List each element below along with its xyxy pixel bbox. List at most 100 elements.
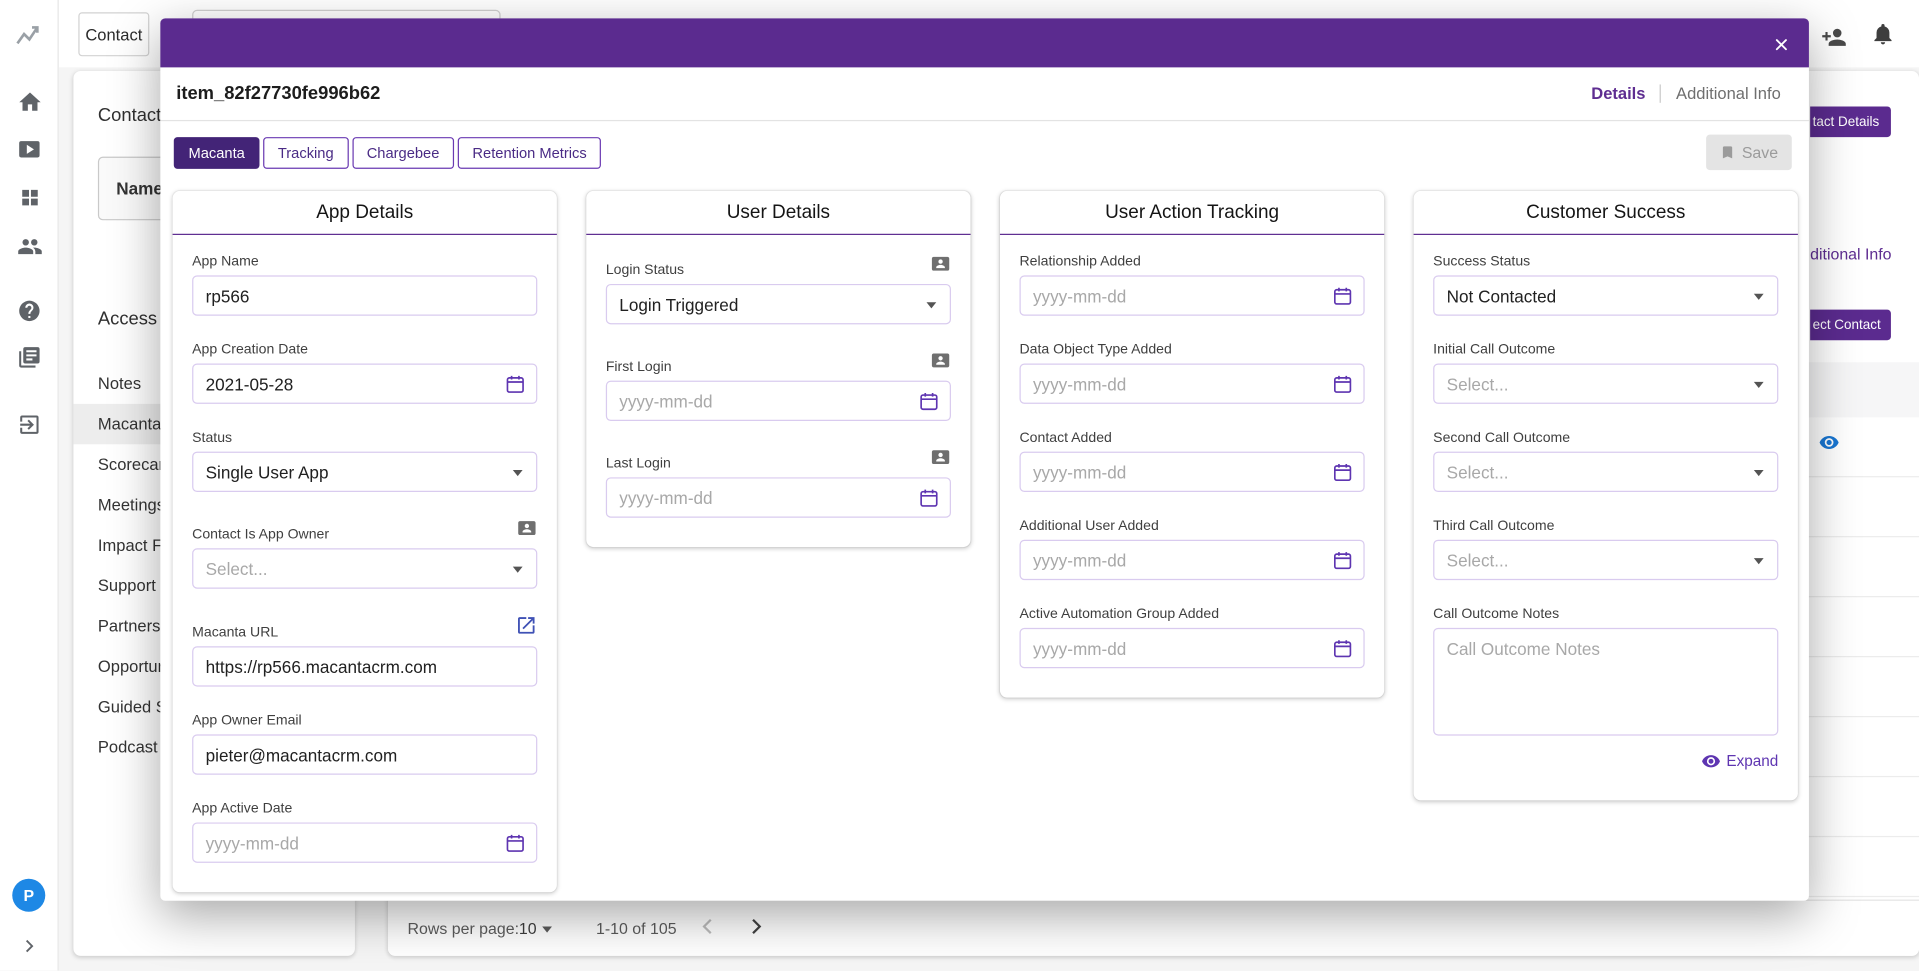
previous-page-chevron-icon[interactable]	[694, 913, 721, 946]
rows-per-page-select[interactable]: 10	[518, 919, 537, 938]
library-icon[interactable]	[0, 338, 59, 377]
status-value: Single User App	[205, 462, 329, 482]
calendar-icon[interactable]	[1332, 550, 1354, 572]
first-login-input[interactable]	[619, 391, 911, 411]
field-contact-added: Contact Added	[1019, 430, 1365, 493]
tab-tracking[interactable]: Tracking	[263, 137, 349, 169]
contact-added-input[interactable]	[1032, 462, 1325, 482]
people-icon[interactable]	[0, 226, 59, 265]
app-owner-email-input[interactable]	[205, 744, 497, 765]
app-name-input[interactable]	[205, 285, 497, 306]
app-active-date-input[interactable]	[205, 832, 497, 853]
second-call-outcome-select[interactable]: Select...	[1433, 451, 1779, 493]
home-icon[interactable]	[0, 82, 59, 121]
tab-retention-metrics[interactable]: Retention Metrics	[457, 137, 602, 169]
customer-success-title: Customer Success	[1413, 191, 1798, 235]
expand-notes-button[interactable]: Expand	[1433, 751, 1778, 771]
dropdown-caret-icon	[926, 302, 937, 309]
field-status: Status Single User App	[192, 430, 538, 493]
active-automation-group-added-input[interactable]	[1032, 638, 1325, 658]
field-third-call-outcome: Third Call Outcome Select...	[1433, 518, 1779, 581]
notifications-bell-icon[interactable]	[1870, 21, 1896, 53]
relationship-added-input[interactable]	[1032, 285, 1325, 306]
nav-item-notes[interactable]: Notes	[97, 374, 142, 393]
item-details-modal: item_82f27730fe996b62 Details Additional…	[160, 18, 1809, 901]
app-logo-icon	[0, 17, 59, 56]
user-details-title: User Details	[586, 191, 971, 235]
contact-details-button[interactable]: tact Details	[1810, 106, 1891, 138]
calendar-icon[interactable]	[1332, 638, 1354, 660]
bookmark-icon	[1723, 146, 1733, 159]
call-outcome-notes-textarea[interactable]	[1433, 627, 1779, 736]
field-success-status: Success Status Not Contacted	[1433, 253, 1779, 316]
success-status-select[interactable]: Not Contacted	[1433, 275, 1779, 316]
eye-icon	[1701, 755, 1720, 768]
nav-item-support[interactable]: Support C	[97, 576, 173, 595]
rows-per-page-label: Rows per page:	[407, 919, 520, 938]
login-status-select[interactable]: Login Triggered	[605, 283, 951, 325]
last-login-input-wrap	[605, 477, 951, 518]
additional-user-added-input[interactable]	[1032, 550, 1325, 570]
expand-label: Expand	[1726, 752, 1779, 770]
close-icon[interactable]	[1767, 31, 1794, 58]
calendar-icon[interactable]	[918, 487, 940, 509]
access-heading: Access	[97, 308, 158, 330]
data-object-type-added-input-wrap	[1019, 363, 1365, 404]
nav-item-podcast[interactable]: Podcast E	[97, 738, 174, 757]
nav-item-guided[interactable]: Guided S	[97, 697, 167, 716]
third-call-outcome-placeholder: Select...	[1446, 550, 1509, 570]
contact-is-app-owner-select[interactable]: Select...	[192, 548, 538, 589]
calendar-icon[interactable]	[1332, 373, 1354, 395]
tab-chargebee[interactable]: Chargebee	[352, 137, 455, 169]
nav-item-partnership[interactable]: Partnersh	[97, 616, 170, 636]
nav-item-meetings[interactable]: Meetings	[97, 495, 165, 515]
help-icon[interactable]	[0, 291, 59, 330]
nav-item-scorecard[interactable]: Scorecard	[97, 455, 174, 474]
contact-badge-icon	[930, 350, 951, 374]
tab-additional-info[interactable]: Additional Info	[1676, 84, 1781, 103]
next-page-chevron-icon[interactable]	[743, 913, 770, 946]
user-action-tracking-title: User Action Tracking	[999, 191, 1385, 235]
person-add-icon[interactable]	[1821, 24, 1847, 56]
calendar-icon[interactable]	[504, 373, 526, 395]
dropdown-caret-icon	[512, 566, 523, 573]
additional-user-added-input-wrap	[1019, 539, 1365, 581]
nav-item-opportunity[interactable]: Opportuni	[97, 657, 171, 676]
login-status-value: Login Triggered	[619, 294, 739, 314]
calendar-icon[interactable]	[1332, 285, 1354, 307]
calendar-icon[interactable]	[504, 832, 526, 854]
calendar-icon[interactable]	[1332, 461, 1354, 483]
status-select[interactable]: Single User App	[192, 451, 538, 493]
initial-call-outcome-select[interactable]: Select...	[1433, 363, 1779, 404]
modal-header-bar	[160, 18, 1809, 68]
rows-per-page-caret-icon[interactable]	[542, 926, 552, 933]
additional-info-tab-label: ditional Info	[1810, 244, 1892, 264]
contact-tab[interactable]: Contact	[78, 12, 150, 57]
tab-details[interactable]: Details	[1591, 84, 1646, 103]
calendar-icon[interactable]	[918, 390, 940, 412]
field-app-owner-email: App Owner Email	[192, 712, 538, 775]
apps-grid-icon[interactable]	[0, 177, 59, 216]
contact-is-app-owner-label: Contact Is App Owner	[192, 527, 330, 543]
app-creation-date-input[interactable]	[205, 373, 497, 394]
dropdown-caret-icon	[1753, 469, 1764, 477]
user-avatar[interactable]: P	[12, 878, 46, 912]
exit-icon[interactable]	[0, 405, 59, 444]
tab-macanta[interactable]: Macanta	[173, 137, 260, 169]
expand-sidebar-chevron-icon[interactable]	[0, 926, 59, 965]
nav-item-impact[interactable]: Impact Fil	[97, 536, 170, 555]
app-owner-email-label: App Owner Email	[192, 713, 302, 729]
video-display-icon[interactable]	[0, 130, 59, 169]
save-button[interactable]: Save	[1706, 134, 1792, 171]
field-contact-is-app-owner: Contact Is App Owner Select...	[192, 518, 538, 589]
app-name-input-wrap	[192, 275, 538, 316]
select-contact-button[interactable]: ect Contact	[1810, 309, 1891, 341]
third-call-outcome-select[interactable]: Select...	[1433, 539, 1779, 581]
open-in-new-icon[interactable]	[515, 614, 537, 640]
field-initial-call-outcome: Initial Call Outcome Select...	[1433, 341, 1779, 404]
additional-info-tab-bg[interactable]: ditional Info	[1810, 245, 1891, 263]
last-login-input[interactable]	[619, 487, 911, 508]
macanta-url-input[interactable]	[205, 656, 497, 677]
data-object-type-added-input[interactable]	[1032, 373, 1325, 394]
row-view-eye-icon[interactable]	[1819, 432, 1840, 459]
